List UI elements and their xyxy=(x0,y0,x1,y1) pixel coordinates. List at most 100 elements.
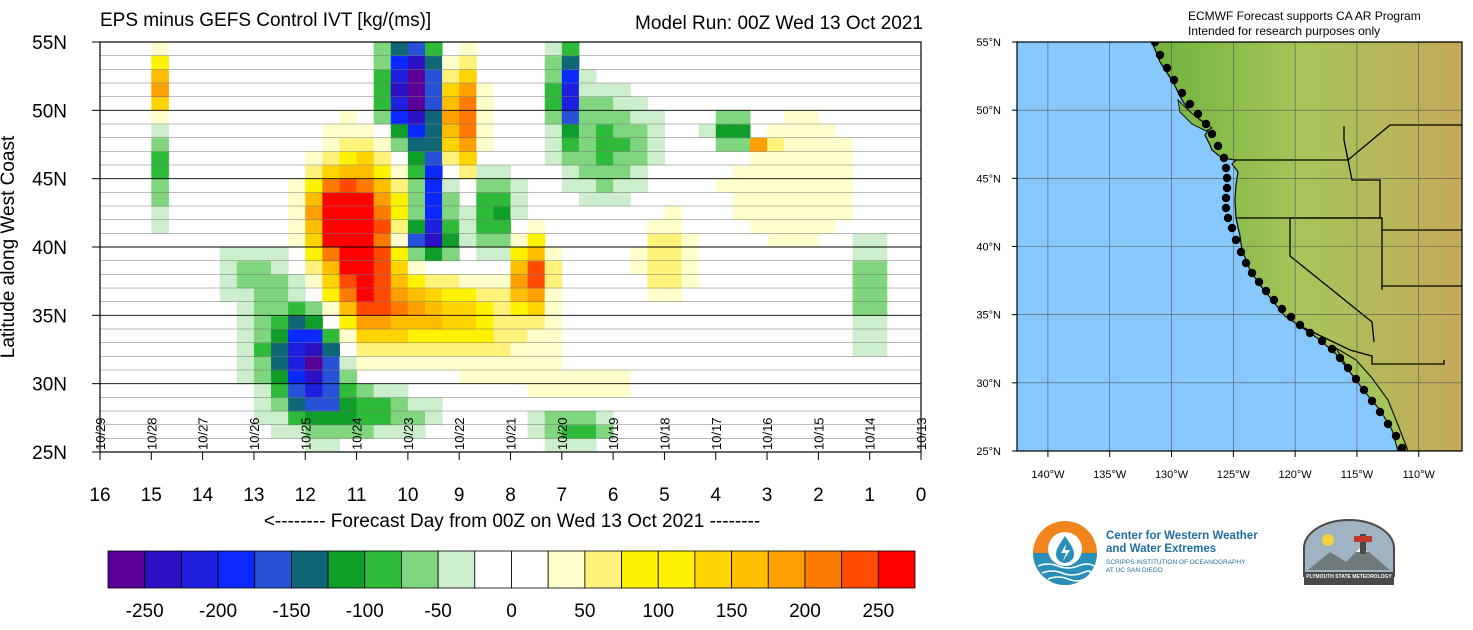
date-labels: 10/29 10/28 10/27 10/26 10/25 10/24 10/23 10/22… xyxy=(93,417,929,450)
heatmap-cell xyxy=(869,233,888,248)
heatmap-cell xyxy=(390,42,409,57)
colorbar-label: 200 xyxy=(789,601,821,622)
map-lat-labels: 55°N 50°N 45°N 40°N 35°N 30°N 25°N xyxy=(976,37,1017,458)
heatmap-cell xyxy=(236,370,255,385)
heatmap-cell xyxy=(767,219,785,234)
heatmap-cell xyxy=(801,110,819,125)
heatmap-cell xyxy=(151,69,169,84)
heatmap-cell xyxy=(407,137,426,152)
heatmap-cell xyxy=(647,233,665,248)
heatmap-cell xyxy=(476,137,494,152)
heatmap-cell xyxy=(407,206,426,221)
heatmap-cell xyxy=(390,55,409,70)
date-label: 10/17 xyxy=(709,417,724,450)
heatmap-cell xyxy=(630,260,648,275)
heatmap-cell xyxy=(544,424,563,439)
heatmap-cell xyxy=(510,274,529,289)
heatmap-cell xyxy=(407,69,426,84)
colorbar-label: -150 xyxy=(272,601,310,622)
heatmap-cell xyxy=(544,96,563,111)
heatmap-cell xyxy=(493,342,511,357)
map-lat-label: 30°N xyxy=(976,378,1001,390)
heatmap-cell xyxy=(647,247,665,262)
coast-point xyxy=(1351,374,1361,384)
heatmap-cell xyxy=(407,301,426,316)
heatmap-cell xyxy=(271,397,289,412)
heatmap-cell xyxy=(322,137,340,152)
heatmap-cell xyxy=(424,206,443,221)
heatmap-cell xyxy=(424,55,443,70)
heatmap-cell xyxy=(544,42,563,57)
heatmap-cell xyxy=(288,383,306,398)
heatmap-cell xyxy=(356,137,375,152)
coast-point xyxy=(1221,203,1231,213)
coast-point xyxy=(1150,42,1160,47)
heatmap-cell xyxy=(578,370,597,385)
heatmap-cell xyxy=(253,342,272,357)
heatmap-cell xyxy=(459,151,477,166)
heatmap-cell xyxy=(510,206,529,221)
heatmap-cell xyxy=(732,137,751,152)
heatmap-cell xyxy=(236,301,255,316)
heatmap-cell xyxy=(510,192,529,207)
heatmap-cell xyxy=(527,370,546,385)
heatmap-cell xyxy=(390,411,409,426)
x-tick-label: 8 xyxy=(505,485,516,506)
heatmap-cell xyxy=(271,383,289,398)
heatmap-cell xyxy=(749,151,768,166)
heatmap-cell xyxy=(442,124,460,139)
heatmap-cell xyxy=(424,342,443,357)
coast-point xyxy=(1193,109,1203,119)
coast-point xyxy=(1254,277,1264,287)
heatmap-cell xyxy=(869,315,888,330)
heatmap-cell xyxy=(356,124,375,139)
heatmap-cell xyxy=(339,178,358,193)
heatmap-cell xyxy=(305,424,323,439)
heatmap-cell xyxy=(493,274,511,289)
heatmap-cell xyxy=(561,383,580,398)
coast-point xyxy=(1397,443,1407,451)
heatmap-cell xyxy=(305,356,323,371)
heatmap-cell xyxy=(818,219,836,234)
heatmap-cell xyxy=(305,206,323,221)
coast-point xyxy=(1286,312,1296,322)
heatmap-cell xyxy=(493,315,511,330)
heatmap-cell xyxy=(801,219,819,234)
heatmap-cell xyxy=(852,233,871,248)
heatmap-cell xyxy=(305,383,323,398)
heatmap-cell xyxy=(476,165,494,180)
heatmap-cell xyxy=(784,110,802,125)
heatmap-cell xyxy=(424,151,443,166)
heatmap-cell xyxy=(424,192,443,207)
x-tick-label: 0 xyxy=(916,485,927,506)
heatmap-cell xyxy=(442,233,460,248)
heatmap-cell xyxy=(442,83,460,98)
heatmap-cell xyxy=(801,233,819,248)
colorbar-label: -200 xyxy=(199,601,237,622)
coast-point xyxy=(1227,223,1237,233)
map-gridlines xyxy=(1017,42,1462,451)
heatmap-cell xyxy=(544,69,563,84)
heatmap-cell xyxy=(271,411,289,426)
heatmap-cell xyxy=(459,124,477,139)
coast-point xyxy=(1222,183,1232,193)
map-lat-label: 35°N xyxy=(976,310,1001,322)
heatmap-cell xyxy=(322,438,340,452)
heatmap-cell xyxy=(373,315,392,330)
heatmap-cell xyxy=(407,219,426,234)
heatmap-cell xyxy=(339,165,358,180)
heatmap-cell xyxy=(578,165,597,180)
heatmap-cell xyxy=(801,137,819,152)
heatmap-cell xyxy=(613,83,631,98)
map-lon-label: 125°W xyxy=(1217,469,1251,481)
heatmap-cell xyxy=(561,438,580,452)
heatmap-cell xyxy=(613,124,631,139)
heatmap-cell xyxy=(869,260,888,275)
heatmap-cell xyxy=(305,370,323,385)
map-lat-label: 45°N xyxy=(976,173,1001,185)
heatmap-cell xyxy=(305,301,323,316)
heatmap-cell xyxy=(630,124,648,139)
grid-lines xyxy=(99,41,922,460)
heatmap-cell xyxy=(390,110,409,125)
heatmap-cell xyxy=(596,383,614,398)
